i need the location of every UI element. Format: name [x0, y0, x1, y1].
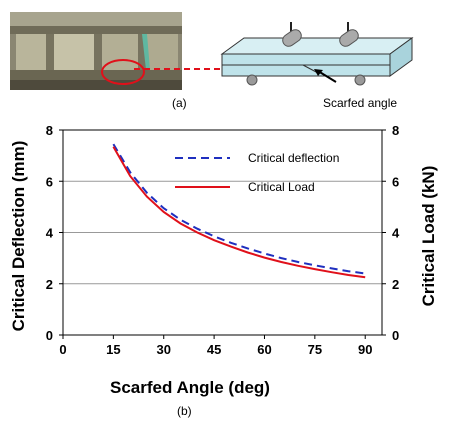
y-axis-label: Critical Deflection (mm): [9, 141, 28, 332]
y-tick-label: 0: [46, 328, 53, 343]
y2-tick-label: 0: [392, 328, 399, 343]
failure-marker-circle: [101, 59, 145, 85]
grid-layer: [63, 180, 382, 285]
x-tick-label: 0: [59, 342, 66, 357]
panel-b-label: (b): [177, 404, 192, 418]
scarf-joint-line: [302, 64, 319, 74]
x-tick-label: 15: [106, 342, 120, 357]
beam-side-face: [389, 37, 413, 77]
y-tick-label: 4: [46, 226, 54, 241]
y-tick-label: 8: [46, 123, 53, 138]
specimen-photo-drawing: [10, 12, 182, 90]
x-tick-label: 75: [308, 342, 322, 357]
legend-label-critical-deflection: Critical deflection: [248, 151, 339, 165]
specimen-photo: [10, 12, 182, 90]
series-line-critical-deflection: [112, 143, 366, 275]
y-tick-label: 2: [46, 277, 53, 292]
scarf-arrow-head: [314, 69, 323, 76]
support-roller-right: [354, 74, 366, 86]
y-tick-label: 6: [46, 174, 53, 189]
support-roller-left: [246, 74, 258, 86]
x-tick-label: 30: [157, 342, 171, 357]
x-tick-label: 90: [358, 342, 372, 357]
legend: Critical deflection Critical Load: [175, 151, 339, 194]
series-layer: [112, 143, 366, 279]
scarfed-angle-callout: Scarfed angle: [323, 96, 398, 110]
y2-axis-label: Critical Load (kN): [419, 166, 438, 307]
x-axis-label: Scarfed Angle (deg): [110, 378, 270, 397]
loading-roller-left: [282, 22, 302, 47]
x-tick-label: 45: [207, 342, 221, 357]
y2-tick-label: 2: [392, 277, 399, 292]
x-tick-label: 60: [257, 342, 271, 357]
legend-label-critical-load: Critical Load: [248, 180, 315, 194]
y2-tick-label: 6: [392, 174, 399, 189]
specimen-diagram: [134, 22, 414, 86]
tick-layer: 0 15 30 45 60 75 90 0 2 4 6 8 0 2 4 6 8: [46, 123, 400, 357]
loading-roller-right: [339, 22, 359, 47]
y2-tick-label: 4: [392, 226, 400, 241]
series-line-critical-load: [112, 146, 366, 279]
scarf-arrow: [317, 70, 337, 83]
y2-tick-label: 8: [392, 123, 399, 138]
panel-a-label: (a): [172, 96, 187, 110]
